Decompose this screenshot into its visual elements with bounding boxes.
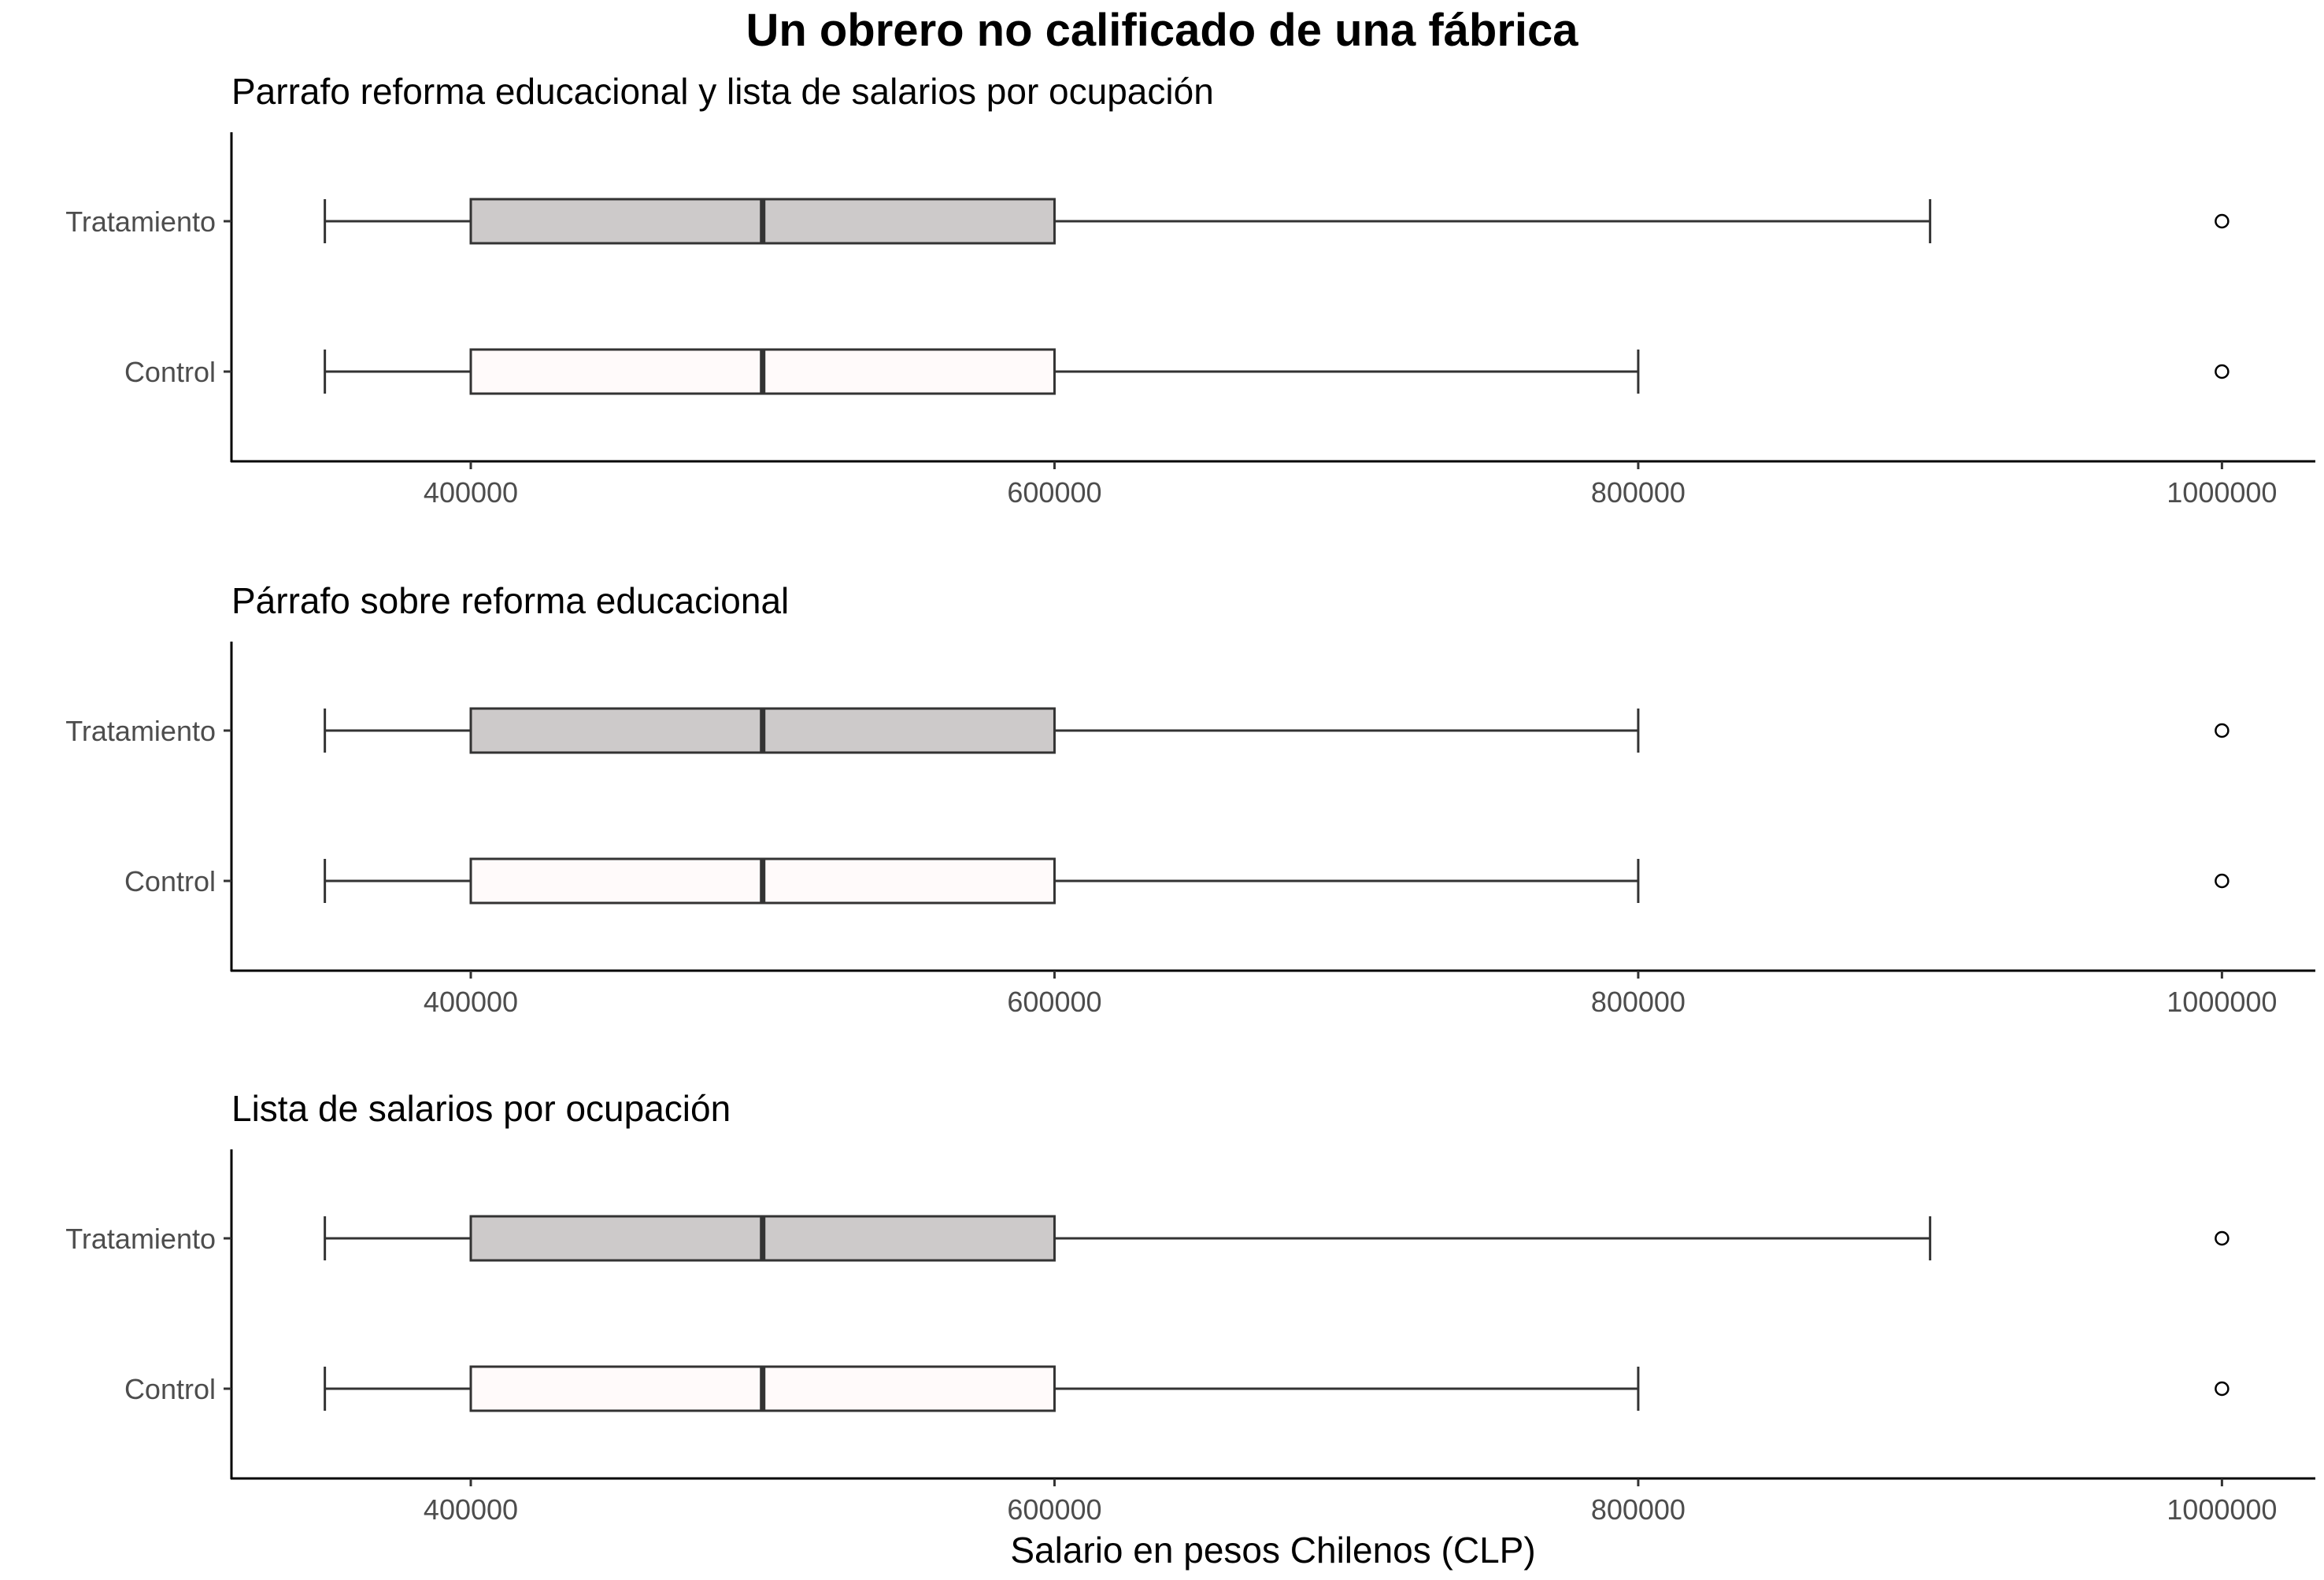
x-tick-label: 800000 [1591, 986, 1686, 1018]
panel-3: Lista de salarios por ocupación 400000 600… [65, 1088, 2315, 1526]
box-tratamiento: Tratamiento [65, 707, 2230, 754]
panel-2: Párrafo sobre reforma educacional 400000 6… [65, 580, 2315, 1018]
box-control: Control [124, 348, 2230, 395]
box-control: Control [124, 1365, 2230, 1412]
y-tick-label: Control [124, 356, 216, 388]
x-tick-label: 600000 [1007, 476, 1101, 509]
box-tratamiento: Tratamiento [65, 198, 2230, 245]
box-control: Control [124, 857, 2230, 905]
y-tick-label: Tratamiento [65, 205, 216, 238]
panels: Parrafo reforma educacional y lista de s… [65, 71, 2315, 1526]
y-tick-label: Tratamiento [65, 715, 216, 747]
outlier-point [2215, 213, 2230, 229]
outlier-point [2215, 873, 2230, 889]
box-tratamiento: Tratamiento [65, 1215, 2230, 1262]
y-tick-label: Control [124, 865, 216, 897]
outlier-point [2215, 1230, 2230, 1246]
panel-subtitle: Parrafo reforma educacional y lista de s… [231, 71, 1214, 112]
x-tick-label: 600000 [1007, 1493, 1101, 1526]
outlier-point [2215, 723, 2230, 738]
y-tick-label: Control [124, 1373, 216, 1405]
x-tick-label: 800000 [1591, 476, 1686, 509]
x-tick-label: 400000 [424, 476, 518, 509]
x-tick-label: 600000 [1007, 986, 1101, 1018]
x-tick-label: 400000 [424, 1493, 518, 1526]
x-tick-label: 1000000 [2167, 476, 2277, 509]
x-tick-label: 1000000 [2167, 986, 2277, 1018]
panel-subtitle: Párrafo sobre reforma educacional [231, 580, 789, 621]
y-tick-label: Tratamiento [65, 1223, 216, 1255]
x-tick-label: 1000000 [2167, 1493, 2277, 1526]
x-axis-label: Salario en pesos Chilenos (CLP) [1010, 1530, 1535, 1571]
chart-title: Un obrero no calificado de una fábrica [746, 5, 1578, 56]
outlier-point [2215, 1381, 2230, 1397]
panel-subtitle: Lista de salarios por ocupación [231, 1088, 731, 1129]
x-tick-label: 800000 [1591, 1493, 1686, 1526]
outlier-point [2215, 364, 2230, 379]
x-tick-label: 400000 [424, 986, 518, 1018]
panel-1: Parrafo reforma educacional y lista de s… [65, 71, 2315, 509]
